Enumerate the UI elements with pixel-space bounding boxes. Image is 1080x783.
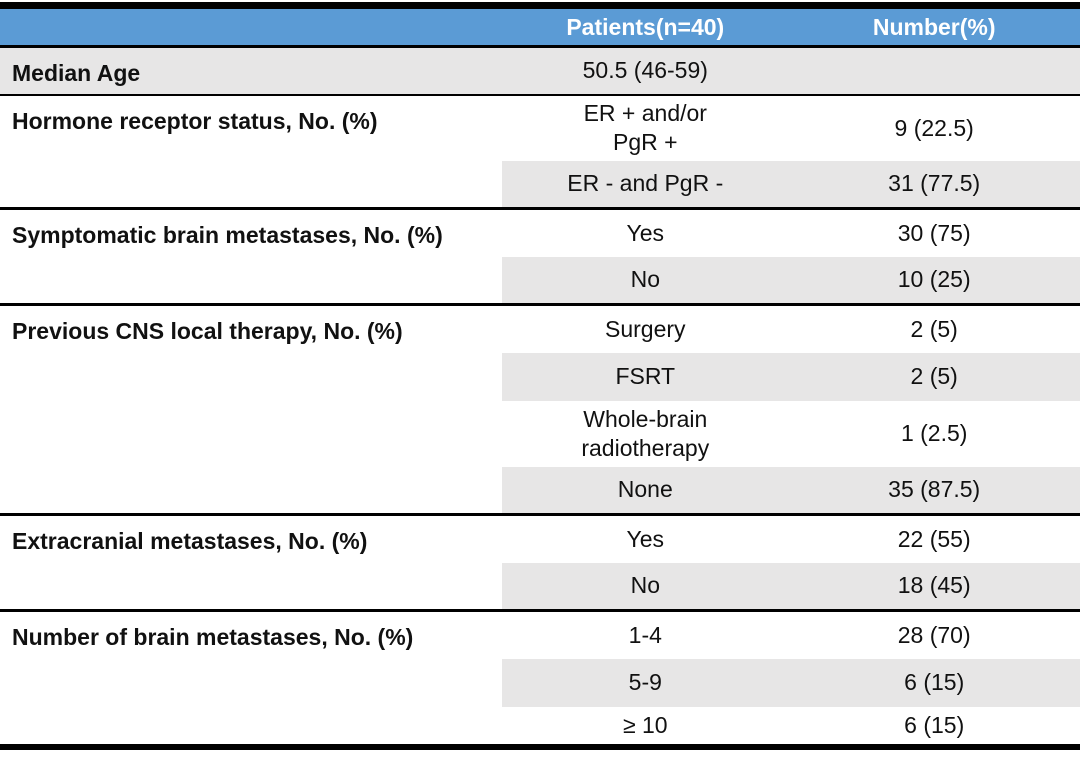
number-column-header: Number(%) [788,5,1080,48]
patients-cell: 5-9 [502,658,789,707]
patients-column-header: Patients(n=40) [502,5,789,48]
patients-cell: Yes [626,525,665,552]
patients-cell: Yes [626,219,665,246]
table-row: Hormone receptor status, No. (%) ER + an… [0,94,1080,210]
row-label-hormone-receptor: Hormone receptor status, No. (%) [0,94,503,210]
row-label-number-brain-metastases: Number of brain metastases, No. (%) [0,610,503,747]
number-cell: 35 (87.5) [788,466,1080,516]
table-row: FSRT 2 (5) [0,352,1080,401]
table-row: Previous CNS local therapy, No. (%) Surg… [0,304,1080,516]
number-cell: 22 (55) [897,525,971,552]
row-label-median-age: Median Age [0,46,503,96]
table-row: No 10 (25) [0,256,1080,306]
patients-cell: None [502,466,789,516]
patients-cell: ≥ 10 [622,711,668,738]
number-cell: 6 (15) [788,658,1080,707]
table-row: 5-9 6 (15) [0,658,1080,707]
table-row: Symptomatic brain metastases, No. (%) Ye… [0,208,1080,306]
number-cell: 31 (77.5) [788,160,1080,210]
row-label-symptomatic-metastases: Symptomatic brain metastases, No. (%) [0,208,503,306]
table-row: Extracranial metastases, No. (%) Yes 22 … [0,514,1080,612]
table-row: ER - and PgR - 31 (77.5) [0,160,1080,210]
number-cell: 6 (15) [904,711,965,738]
table-header-row: Patients(n=40) Number(%) [0,5,1080,48]
table-row: Whole-brain radiotherapy 1 (2.5) [0,401,1080,467]
patients-cell: Surgery [605,315,686,342]
empty-header-cell [0,5,503,48]
number-cell: 30 (75) [897,219,971,246]
number-cell [788,46,1080,96]
number-cell: 1 (2.5) [900,420,968,447]
table-row: No 18 (45) [0,562,1080,612]
patients-cell: No [502,256,789,306]
row-label-extracranial-metastases: Extracranial metastases, No. (%) [0,514,503,612]
patient-characteristics-table-container: Patients(n=40) Number(%) Median Age 50.5… [0,2,1080,750]
patients-cell: ER + and/or PgR + [583,100,707,155]
patients-cell: FSRT [502,352,789,401]
patients-cell: 1-4 [628,621,662,648]
patients-cell: 50.5 (46-59) [502,46,789,96]
number-cell: 18 (45) [788,562,1080,612]
number-cell: 2 (5) [910,315,958,342]
patients-cell: ER - and PgR - [502,160,789,210]
table-row: ≥ 10 6 (15) [0,707,1080,747]
number-cell: 9 (22.5) [894,114,974,141]
number-cell: 10 (25) [788,256,1080,306]
patients-cell: No [502,562,789,612]
patients-cell: Whole-brain radiotherapy [581,405,710,461]
table-row: Number of brain metastases, No. (%) 1-4 … [0,610,1080,747]
patient-characteristics-table: Patients(n=40) Number(%) Median Age 50.5… [0,2,1080,750]
number-cell: 28 (70) [897,621,971,648]
table-row: Median Age 50.5 (46-59) [0,46,1080,96]
row-label-previous-cns-therapy: Previous CNS local therapy, No. (%) [0,304,503,516]
table-row: None 35 (87.5) [0,466,1080,516]
number-cell: 2 (5) [788,352,1080,401]
